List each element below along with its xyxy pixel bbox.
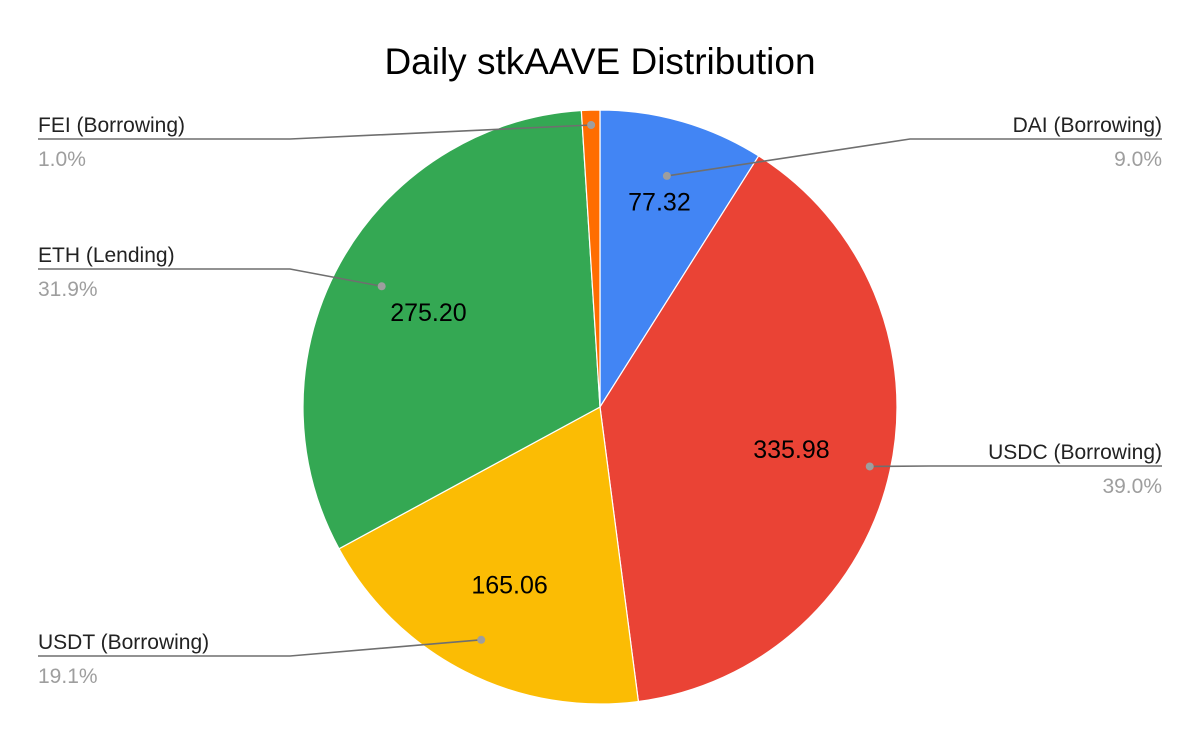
chart-title: Daily stkAAVE Distribution	[384, 41, 815, 82]
category-label-dai-borrowing: DAI (Borrowing)	[1013, 114, 1162, 137]
leader-line-dai-borrowing	[666, 138, 1162, 177]
percent-label-fei-borrowing: 1.0%	[38, 148, 86, 171]
percent-label-dai-borrowing: 9.0%	[1114, 148, 1162, 171]
leader-dot-eth-lending	[377, 282, 386, 291]
leader-dot-usdt-borrowing	[477, 635, 486, 644]
slice-eth-lending	[302, 109, 601, 550]
slice-dai-borrowing	[599, 109, 760, 410]
leader-line-usdt-borrowing	[38, 639, 482, 657]
value-labels: 77.32 335.98 165.06 275.20	[390, 189, 829, 600]
callout-labels: DAI (Borrowing) 9.0% USDC (Borrowing) 39.0%…	[38, 114, 1162, 688]
leader-line-fei-borrowing	[38, 124, 592, 140]
category-label-usdc-borrowing: USDC (Borrowing)	[988, 441, 1162, 464]
leader-line-eth-lending	[38, 268, 382, 288]
leader-dot-usdc-borrowing	[865, 462, 874, 471]
percent-label-usdc-borrowing: 39.0%	[1102, 475, 1162, 498]
leader-dot-dai-borrowing	[662, 171, 671, 180]
value-label-dai-borrowing: 77.32	[628, 189, 691, 217]
category-label-fei-borrowing: FEI (Borrowing)	[38, 114, 185, 137]
slice-fei-borrowing	[580, 109, 601, 408]
value-label-eth-lending: 275.20	[390, 299, 466, 327]
slice-usdc-borrowing	[599, 155, 898, 703]
category-label-usdt-borrowing: USDT (Borrowing)	[38, 631, 209, 654]
value-label-usdt-borrowing: 165.06	[471, 571, 547, 599]
slice-usdt-borrowing	[338, 406, 640, 705]
value-label-usdc-borrowing: 335.98	[753, 436, 829, 464]
leader-dot-fei-borrowing	[587, 120, 596, 129]
percent-label-eth-lending: 31.9%	[38, 278, 98, 301]
pie-slices	[302, 109, 898, 705]
percent-label-usdt-borrowing: 19.1%	[38, 665, 98, 688]
category-label-eth-lending: ETH (Lending)	[38, 244, 175, 267]
